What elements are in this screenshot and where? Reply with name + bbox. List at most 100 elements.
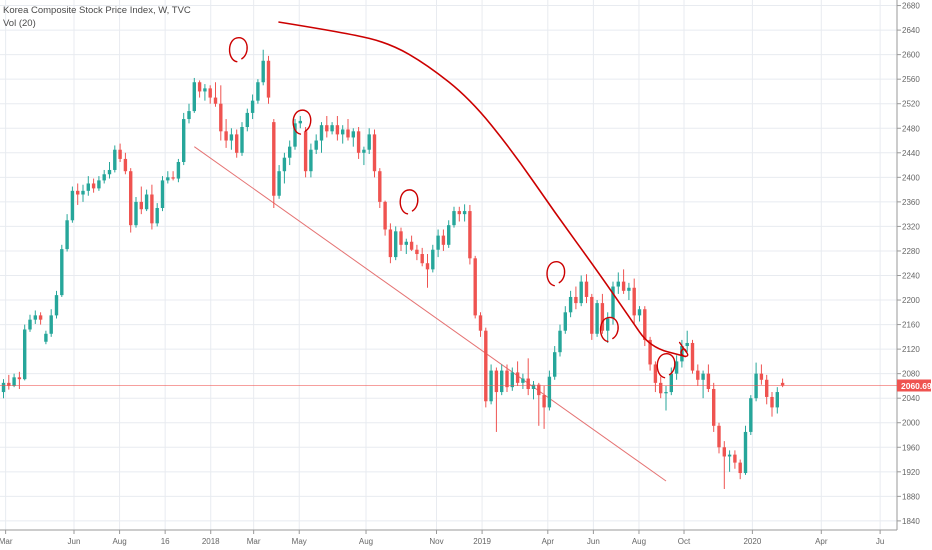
candle (447, 220, 451, 248)
candle (309, 143, 313, 178)
candle-body (690, 342, 695, 371)
candle-body (298, 120, 302, 124)
candle (441, 229, 446, 251)
x-tick-label: Aug (359, 537, 373, 546)
annotation-curl (678, 341, 689, 358)
candle (759, 364, 764, 385)
candle (250, 94, 255, 120)
candle (335, 115, 340, 141)
candle (7, 374, 11, 390)
candle (160, 176, 165, 212)
candle-body (404, 241, 408, 245)
candle (542, 385, 546, 429)
candle-body (457, 211, 461, 215)
candle (531, 381, 536, 400)
y-tick-label: 2640 (902, 26, 920, 35)
candle-body (378, 171, 382, 202)
candle (775, 387, 779, 414)
y-tick-label: 1840 (902, 517, 920, 526)
candle-body (648, 339, 652, 365)
candle (303, 127, 308, 178)
candle-body (335, 125, 340, 135)
candle (510, 367, 514, 391)
candle (431, 244, 435, 273)
candle-body (388, 229, 393, 258)
candle-body (208, 88, 212, 98)
candle (690, 339, 695, 374)
candle (399, 227, 403, 251)
candle-body (775, 392, 779, 408)
y-tick-label: 2560 (902, 75, 920, 84)
candle (595, 300, 599, 337)
candle-body (155, 208, 159, 224)
candle (378, 168, 382, 209)
candle (277, 165, 281, 199)
candle-body (696, 370, 700, 380)
candle-body (558, 330, 562, 353)
chart-legend: Korea Composite Stock Price Index, W, TV… (3, 4, 191, 30)
candle-body (568, 296, 573, 313)
trendline (194, 146, 667, 482)
candle-body (637, 309, 642, 316)
x-tick-label: Aug (112, 537, 126, 546)
candle (123, 152, 128, 175)
candle-body (515, 372, 520, 383)
candle-body (733, 454, 737, 463)
annotation-circle (546, 260, 566, 287)
candle-body (643, 309, 647, 340)
candle-body (712, 388, 716, 426)
candles[interactable] (1, 49, 785, 489)
candle (362, 146, 366, 166)
candle (356, 127, 361, 159)
candle-body (277, 171, 281, 196)
x-tick-label: Ju (876, 537, 884, 546)
candle-body (521, 378, 525, 383)
candle (685, 330, 689, 353)
y-tick-label: 1960 (902, 443, 920, 452)
candle (563, 306, 567, 334)
candle-body (394, 231, 398, 258)
candle-body (473, 258, 477, 316)
candle (627, 282, 631, 301)
annotation-circle (399, 189, 419, 215)
candle-body (107, 169, 112, 175)
candle (70, 186, 75, 223)
candle (547, 370, 552, 411)
candle-body (91, 183, 96, 189)
candle-body (197, 82, 202, 92)
candle-body (674, 361, 679, 374)
candle (240, 122, 244, 156)
candle-body (425, 263, 430, 270)
candle (701, 370, 705, 399)
candle (325, 115, 329, 138)
candle-body (245, 112, 249, 128)
candle-body (341, 129, 345, 135)
candle (91, 178, 96, 193)
grid (0, 0, 897, 530)
candle (600, 293, 605, 334)
candle-body (288, 146, 292, 158)
candle-body (621, 281, 626, 291)
y-tick-label: 2000 (902, 419, 920, 428)
candle (197, 80, 202, 98)
candle (664, 385, 668, 411)
candle-body (436, 235, 440, 250)
candle-body (494, 370, 499, 393)
candle-body (468, 211, 472, 259)
legend-title: Korea Composite Stock Price Index, W, TV… (3, 5, 191, 16)
candle (182, 112, 186, 166)
candle-body (123, 158, 128, 172)
candle-body (356, 131, 361, 153)
candle-body (579, 281, 583, 304)
candle-body (759, 373, 764, 380)
candle-body (70, 190, 75, 221)
candle (213, 82, 218, 107)
candle-body (484, 330, 488, 402)
candle-body (547, 376, 552, 408)
candle (722, 441, 726, 489)
candle-body (60, 249, 64, 296)
candle-body (754, 373, 758, 399)
candle (738, 459, 742, 480)
